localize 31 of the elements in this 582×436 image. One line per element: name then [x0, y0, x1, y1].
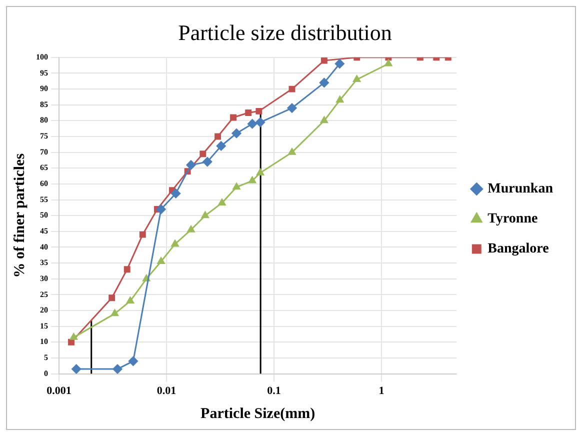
y-tick-label: 90: [40, 84, 48, 94]
x-tick-label: 0.001: [46, 385, 72, 398]
legend-label: Bangalore: [488, 242, 549, 257]
x-axis-title: Particle Size(mm): [200, 406, 316, 422]
y-tick-label: 0: [44, 368, 48, 378]
x-tick-label: 0.01: [156, 385, 176, 398]
y-tick-label: 80: [40, 116, 48, 125]
y-tick-label: 45: [40, 226, 48, 236]
chart-title: Particle size distribution: [178, 20, 392, 45]
y-tick-label: 15: [40, 321, 48, 330]
y-tick-label: 50: [40, 210, 48, 220]
y-tick-label: 100: [36, 52, 48, 62]
x-tick-label: 1: [378, 385, 384, 398]
y-tick-label: 75: [40, 132, 48, 141]
y-tick-label: 30: [40, 274, 48, 283]
y-tick-label: 65: [40, 163, 48, 172]
y-tick-label: 40: [40, 242, 48, 252]
y-tick-label: 95: [40, 68, 48, 78]
legend-label: Tyronne: [488, 212, 538, 227]
y-tick-label: 85: [40, 100, 48, 109]
y-tick-label: 35: [40, 258, 48, 268]
y-tick-label: 5: [44, 353, 48, 362]
y-tick-label: 10: [40, 337, 48, 346]
y-tick-label: 20: [40, 306, 48, 315]
y-tick-label: 60: [40, 179, 48, 188]
y-tick-label: 25: [40, 290, 48, 299]
x-tick-label: 0.1: [267, 385, 281, 398]
y-tick-label: 55: [40, 194, 48, 204]
y-axis-title: % of finer particles: [12, 153, 28, 278]
legend-label: Murunkan: [488, 182, 554, 197]
y-tick-label: 70: [40, 147, 48, 156]
